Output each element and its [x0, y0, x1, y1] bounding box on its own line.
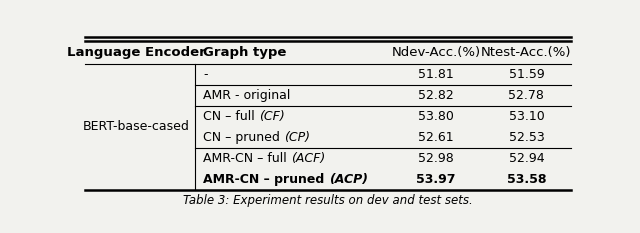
Text: (CP): (CP): [284, 131, 310, 144]
Text: (ACF): (ACF): [291, 152, 325, 165]
Text: 51.59: 51.59: [509, 68, 544, 81]
Text: AMR-CN – full: AMR-CN – full: [203, 152, 291, 165]
Text: -: -: [203, 68, 207, 81]
Text: Language Encoder: Language Encoder: [67, 46, 205, 59]
Text: 52.82: 52.82: [419, 89, 454, 102]
Text: 53.80: 53.80: [418, 110, 454, 123]
Text: 52.61: 52.61: [419, 131, 454, 144]
Text: 52.98: 52.98: [419, 152, 454, 165]
Text: Table 3: Experiment results on dev and test sets.: Table 3: Experiment results on dev and t…: [183, 194, 473, 207]
Text: AMR-CN – pruned: AMR-CN – pruned: [203, 173, 328, 186]
Text: CN – pruned: CN – pruned: [203, 131, 284, 144]
Text: 53.97: 53.97: [417, 173, 456, 186]
Text: 51.81: 51.81: [419, 68, 454, 81]
Text: Ntest-Acc.(%): Ntest-Acc.(%): [481, 46, 572, 59]
Text: 53.10: 53.10: [509, 110, 544, 123]
Text: CN – full: CN – full: [203, 110, 259, 123]
Text: 53.58: 53.58: [507, 173, 546, 186]
Text: BERT-base-cased: BERT-base-cased: [83, 120, 189, 133]
Text: 52.78: 52.78: [508, 89, 545, 102]
Text: (ACP): (ACP): [328, 173, 367, 186]
Text: 52.53: 52.53: [509, 131, 544, 144]
Text: Graph type: Graph type: [203, 46, 286, 59]
Text: 52.94: 52.94: [509, 152, 544, 165]
Text: AMR - original: AMR - original: [203, 89, 291, 102]
Text: (CF): (CF): [259, 110, 285, 123]
Text: Ndev-Acc.(%): Ndev-Acc.(%): [392, 46, 481, 59]
